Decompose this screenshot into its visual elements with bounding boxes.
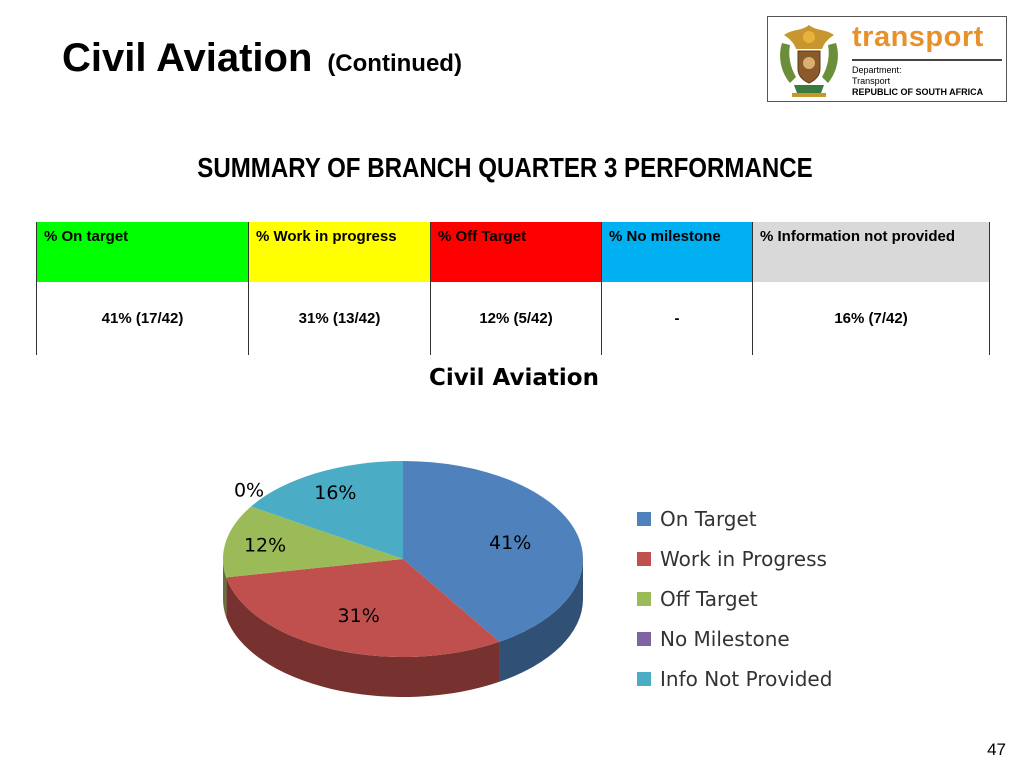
header-work-in-progress: % Work in progress (248, 222, 431, 282)
logo-line-department: Department: (852, 65, 902, 75)
value-info-not-provided: 16% (7/42) (752, 282, 990, 355)
pie-slice-0 (403, 461, 583, 642)
legend-label-3: No Milestone (660, 627, 790, 651)
legend-label-2: Off Target (660, 587, 758, 611)
slide-title: Civil Aviation (Continued) (62, 36, 462, 81)
summary-heading: SUMMARY OF BRANCH QUARTER 3 PERFORMANCE (197, 152, 813, 183)
title-subtitle: (Continued) (327, 50, 462, 77)
header-info-not-provided: % Information not provided (752, 222, 990, 282)
performance-table: % On target % Work in progress % Off Tar… (36, 222, 990, 355)
logo-wordmark: transport (852, 21, 984, 53)
chart-title: Civil Aviation (429, 365, 599, 391)
header-on-target: % On target (36, 222, 249, 282)
coat-of-arms-icon (780, 25, 838, 97)
pie-data-label-3: 0% (234, 479, 264, 501)
logo-line-transport: Transport (852, 76, 891, 86)
pie-slice-4 (251, 461, 403, 559)
header-no-milestone: % No milestone (601, 222, 753, 282)
value-on-target: 41% (17/42) (36, 282, 249, 355)
legend-swatch-0 (637, 512, 651, 526)
header-off-target: % Off Target (430, 222, 602, 282)
pie-data-label-1: 31% (338, 605, 380, 627)
pie-side-0 (499, 559, 583, 682)
value-work-in-progress: 31% (13/42) (248, 282, 431, 355)
legend-swatch-1 (637, 552, 651, 566)
pie-side-2 (223, 559, 227, 618)
legend-label-4: Info Not Provided (660, 667, 832, 691)
table-row: 41% (17/42) 31% (13/42) 12% (5/42) - 16%… (36, 282, 990, 355)
table-header-row: % On target % Work in progress % Off Tar… (36, 222, 990, 282)
pie-data-label-0: 41% (489, 532, 531, 554)
page-number: 47 (987, 740, 1006, 759)
legend-label-1: Work in Progress (660, 547, 827, 571)
legend-swatch-2 (637, 592, 651, 606)
department-logo: transport Department: Transport REPUBLIC… (767, 16, 1007, 102)
value-no-milestone: - (601, 282, 753, 355)
pie-data-label-4: 16% (314, 482, 356, 504)
pie-side-1 (226, 577, 500, 697)
title-main: Civil Aviation (62, 36, 313, 80)
pie-slice-1 (226, 559, 500, 657)
pie-slice-2 (223, 506, 403, 578)
pie-data-label-2: 12% (244, 535, 286, 557)
logo-divider (852, 59, 1002, 61)
logo-line-country: REPUBLIC OF SOUTH AFRICA (852, 87, 984, 97)
legend-label-0: On Target (660, 507, 757, 531)
pie-side-walls (223, 559, 583, 697)
legend-swatch-4 (637, 672, 651, 686)
legend-swatch-3 (637, 632, 651, 646)
value-off-target: 12% (5/42) (430, 282, 602, 355)
